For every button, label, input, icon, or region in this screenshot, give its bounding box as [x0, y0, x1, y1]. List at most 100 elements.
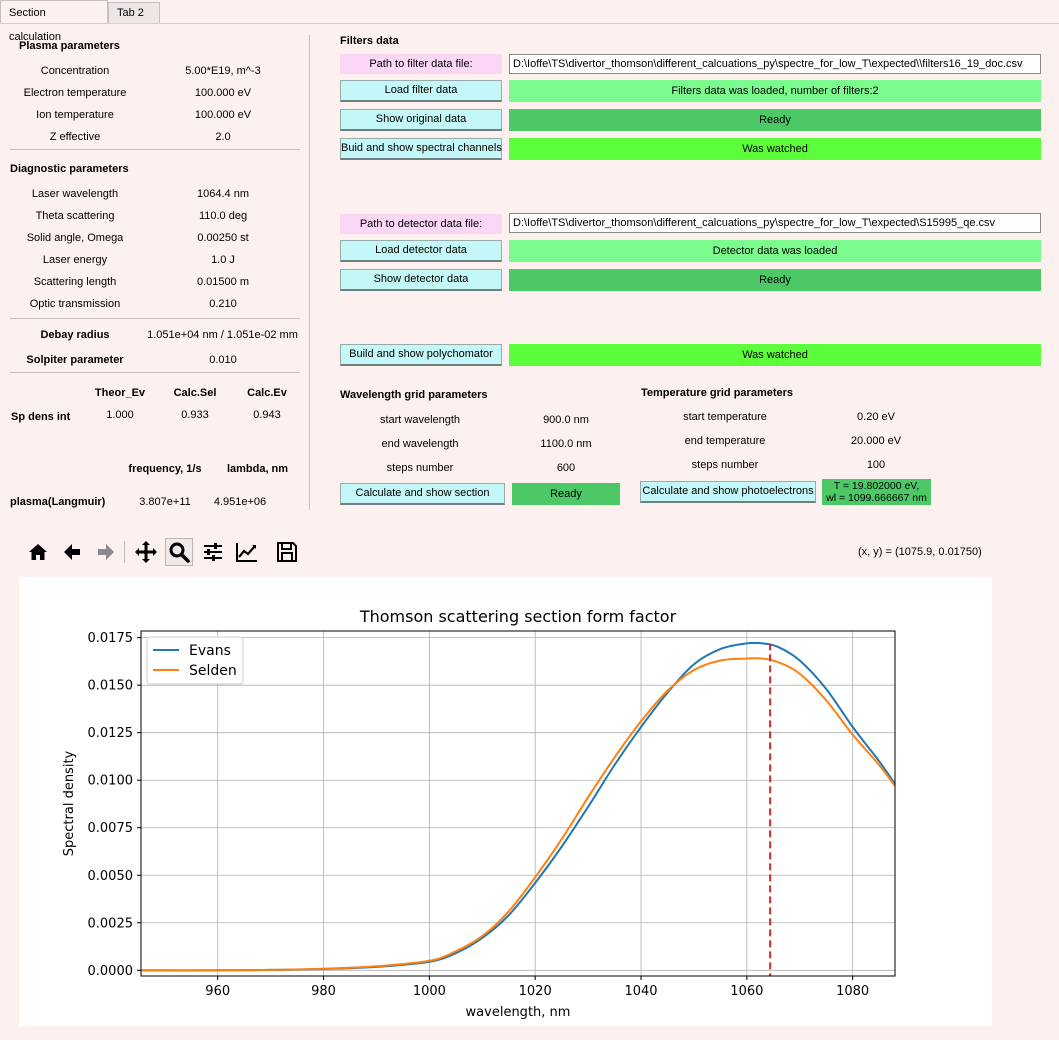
row-label: Sp dens int [11, 411, 71, 423]
param-value: 1100.0 nm [540, 438, 592, 450]
column-header: frequency, 1/s [128, 463, 202, 475]
photoelectrons-status: T = 19.802000 eV, wl = 1099.666667 nm [822, 479, 931, 505]
photoelectrons-status-line: wl = 1099.666667 nm [826, 492, 927, 504]
table-cell: 1.000 [106, 409, 134, 421]
zoom-icon[interactable] [165, 538, 193, 566]
param-value: 0.20 eV [857, 411, 895, 423]
filter-path-label: Path to filter data file: [340, 54, 502, 74]
show-original-status: Ready [509, 109, 1041, 131]
panel-divider [309, 35, 310, 510]
show-detector-data-button[interactable]: Show detector data [340, 269, 502, 291]
param-value: 100.000 eV [194, 109, 252, 121]
y-tick-label: 0.0175 [88, 631, 134, 646]
legend-label: Selden [189, 663, 237, 679]
column-header: Calc.Sel [173, 387, 217, 399]
home-icon[interactable] [24, 538, 52, 566]
pan-icon[interactable] [132, 538, 160, 566]
param-label: Laser energy [42, 254, 108, 266]
thomson-chart[interactable]: 960 980 1000 1020 1040 1060 1080 0.0000 0.0025 0.… [19, 577, 992, 1026]
build-polychomator-button[interactable]: Build and show polychomator [340, 344, 502, 366]
table-cell: 4.951e+06 [213, 496, 267, 508]
param-value: 20.000 eV [850, 435, 902, 447]
param-label: Ion temperature [36, 109, 114, 121]
detector-load-status: Detector data was loaded [509, 240, 1041, 262]
edit-curves-icon[interactable] [233, 538, 261, 566]
calculate-photoelectrons-button[interactable]: Calculate and show photoelectrons [640, 481, 816, 503]
grid [141, 631, 895, 976]
x-tick-label: 1020 [519, 984, 552, 999]
table-cell: 3.807e+11 [139, 496, 191, 508]
calculate-section-button[interactable]: Calculate and show section [340, 483, 505, 505]
param-label: end wavelength [381, 438, 459, 450]
plot-canvas[interactable]: 960 980 1000 1020 1040 1060 1080 0.0000 0.0025 0.… [19, 577, 992, 1026]
plasma-params-title: Plasma parameters [19, 40, 120, 52]
y-tick-label: 0.0025 [88, 916, 134, 931]
param-value: 0.01500 m [197, 276, 249, 288]
build-spectral-channels-button[interactable]: Buid and show spectral channels [340, 138, 502, 160]
solpiter-value: 0.010 [209, 354, 237, 366]
x-tick-label: 1060 [730, 984, 763, 999]
param-label: Optic transmission [29, 298, 121, 310]
filter-load-status: Filters data was loaded, number of filte… [509, 80, 1041, 102]
param-label: Z effective [49, 131, 101, 143]
load-detector-data-button[interactable]: Load detector data [340, 240, 502, 262]
debay-radius-label: Debay radius [40, 329, 110, 341]
wavelength-grid-title: Wavelength grid parameters [340, 389, 488, 401]
y-tick-label: 0.0050 [88, 869, 134, 884]
y-tick-label: 0.0125 [88, 726, 134, 741]
y-tick-label: 0.0075 [88, 821, 134, 836]
divider [10, 318, 300, 319]
back-arrow-icon[interactable] [58, 538, 86, 566]
forward-arrow-icon[interactable] [92, 538, 120, 566]
tab-bar: Section calculation Tab 2 [0, 0, 1059, 43]
series-line-evans [140, 641, 896, 972]
temperature-grid-title: Temperature grid parameters [641, 387, 794, 399]
param-value: 100.000 eV [194, 87, 252, 99]
series-line-selden [140, 657, 896, 972]
series-group [140, 641, 896, 976]
subplots-config-icon[interactable] [199, 538, 227, 566]
save-icon[interactable] [273, 538, 301, 566]
toolbar-separator [124, 541, 125, 563]
show-original-data-button[interactable]: Show original data [340, 109, 502, 131]
cursor-coords: (x, y) = (1075.9, 0.01750) [858, 546, 982, 558]
param-value: 2.0 [215, 131, 231, 143]
param-label: steps number [691, 459, 759, 471]
param-value: 110.0 deg [198, 210, 248, 222]
param-value: 600 [556, 462, 576, 474]
param-label: end temperature [684, 435, 766, 447]
divider [10, 149, 300, 150]
legend-label: Evans [189, 643, 231, 659]
column-header: Theor_Ev [94, 387, 146, 399]
diagnostic-params-title: Diagnostic parameters [10, 163, 129, 175]
param-label: Scattering length [33, 276, 117, 288]
filter-path-input[interactable] [509, 54, 1041, 74]
param-value: 100 [866, 459, 886, 471]
y-tick-label: 0.0150 [88, 679, 134, 694]
param-value: 1064.4 nm [197, 188, 249, 200]
load-filter-data-button[interactable]: Load filter data [340, 80, 502, 102]
ticks: 960 980 1000 1020 1040 1060 1080 0.0000 0.0025 0.… [88, 631, 870, 999]
tab-2[interactable]: Tab 2 [108, 2, 160, 23]
param-label: Laser wavelength [31, 188, 119, 200]
y-tick-label: 0.0000 [88, 964, 134, 979]
y-axis-label: Spectral density [62, 750, 77, 856]
tab-section-calculation[interactable]: Section calculation [0, 0, 108, 43]
section-status: Ready [512, 483, 620, 505]
x-tick-label: 1040 [624, 984, 657, 999]
param-label: Concentration [40, 65, 110, 77]
polychomator-status: Was watched [509, 344, 1041, 366]
x-tick-label: 1080 [836, 984, 869, 999]
detector-path-input[interactable] [509, 213, 1041, 233]
legend: Evans Selden [146, 636, 244, 685]
detector-show-status: Ready [509, 269, 1041, 291]
param-label: Theta scattering [35, 210, 115, 222]
x-axis-label: wavelength, nm [466, 1005, 571, 1020]
y-tick-label: 0.0100 [88, 774, 134, 789]
param-label: steps number [386, 462, 454, 474]
divider [10, 372, 300, 373]
param-label: start wavelength [379, 414, 461, 426]
column-header: lambda, nm [226, 463, 289, 475]
param-label: start temperature [683, 411, 767, 423]
debay-radius-value: 1.051e+04 nm / 1.051e-02 mm [147, 329, 298, 341]
